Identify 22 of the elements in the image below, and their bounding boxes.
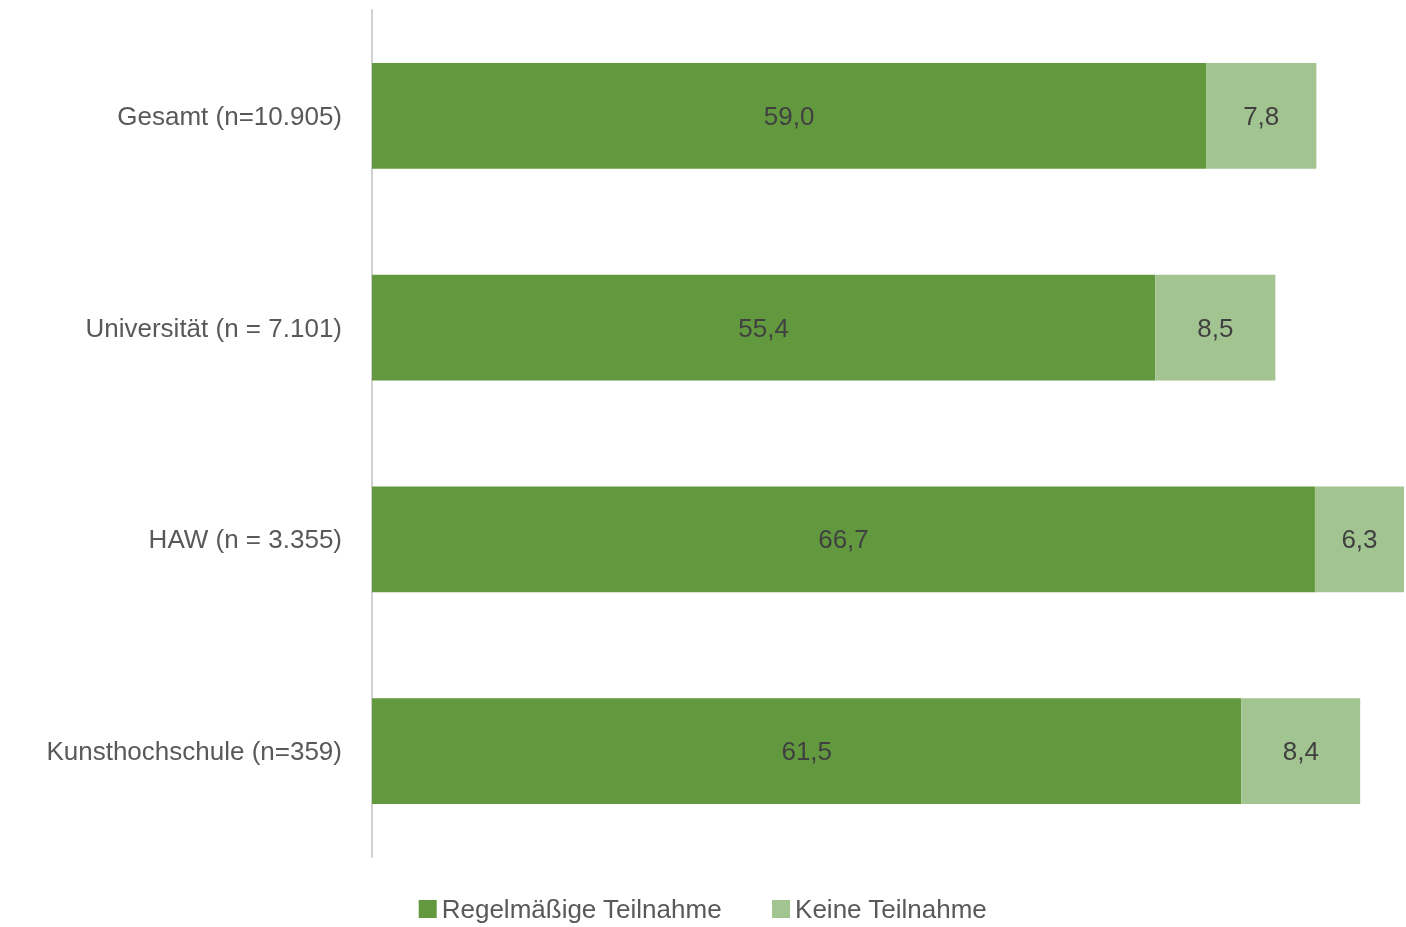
data-label: 59,0 (763, 100, 815, 131)
bar (372, 698, 1242, 805)
bar (372, 62, 1207, 169)
data-label: 8,4 (1282, 736, 1319, 767)
legend-label: Regelmäßige Teilnahme (441, 894, 722, 924)
bar (372, 274, 1156, 381)
data-label: 8,5 (1197, 312, 1234, 343)
data-label: 7,8 (1243, 100, 1280, 131)
bar (372, 486, 1315, 593)
bar (1314, 486, 1404, 593)
bar (1206, 62, 1317, 169)
bar (1241, 698, 1361, 805)
data-label: 66,7 (818, 524, 869, 555)
bar (1155, 274, 1276, 381)
legend-label: Keine Teilnahme (795, 894, 987, 924)
y-tick-label: Kunsthochschule (n=359) (46, 736, 342, 767)
y-tick-label: Universität (n = 7.101) (85, 312, 342, 343)
y-tick-label: Gesamt (n=10.905) (117, 100, 342, 131)
y-tick-label: HAW (n = 3.355) (148, 524, 342, 555)
data-label: 55,4 (738, 312, 789, 343)
data-label: 6,3 (1341, 524, 1378, 555)
data-label: 61,5 (781, 736, 833, 767)
